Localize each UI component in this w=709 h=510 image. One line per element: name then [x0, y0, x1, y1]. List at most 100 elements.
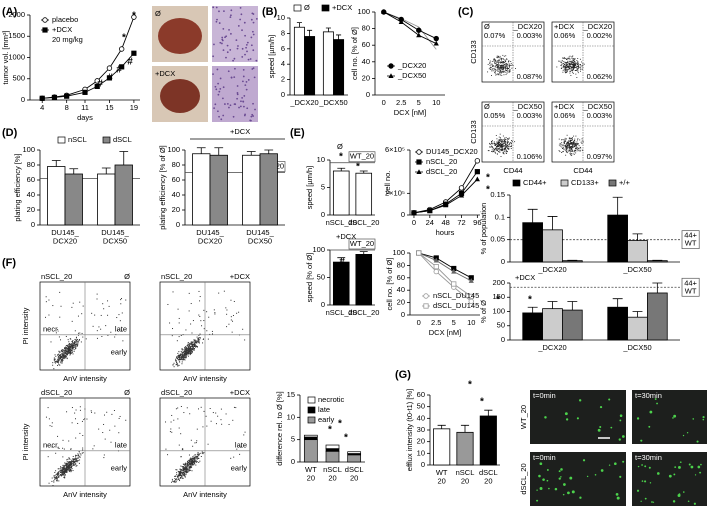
dot [119, 320, 121, 322]
dot [188, 292, 190, 294]
dot [565, 144, 567, 146]
y-axis-label: speed [µm/h] [305, 166, 314, 210]
dot [61, 355, 63, 357]
dot [167, 303, 169, 305]
legend-label: +/+ [619, 178, 630, 187]
dot [192, 445, 194, 447]
dot [71, 346, 73, 348]
dot [566, 69, 568, 71]
dot [103, 454, 105, 456]
dot [194, 458, 196, 460]
dot [191, 332, 193, 334]
legend-swatch [102, 136, 111, 144]
dot [178, 336, 180, 338]
marker [106, 65, 113, 71]
dot [571, 153, 572, 155]
dot [190, 349, 192, 351]
dot [492, 66, 494, 67]
annotation: * [132, 11, 136, 22]
dot [64, 347, 66, 349]
dot [501, 150, 503, 152]
bar [304, 36, 316, 96]
flow-y-label: CD133 [469, 120, 478, 143]
x-tick-label: dSCL_20 [348, 218, 379, 227]
dot [505, 74, 507, 76]
dot [565, 65, 566, 67]
dot [65, 467, 67, 469]
dot [181, 448, 183, 450]
dot [511, 67, 513, 69]
dot [191, 463, 193, 465]
dot [576, 147, 578, 149]
dot [504, 146, 506, 148]
dot [72, 463, 74, 465]
dot [569, 70, 571, 72]
dot [189, 348, 191, 350]
dot [508, 138, 510, 140]
dot [575, 143, 577, 145]
spot [608, 398, 611, 401]
dot [209, 408, 211, 409]
dot [503, 62, 505, 64]
dot [580, 147, 582, 149]
spot [616, 496, 620, 500]
dot [73, 350, 75, 352]
dot [583, 63, 585, 65]
dot [171, 478, 173, 480]
cell [245, 88, 248, 91]
dot [502, 69, 504, 71]
dot [502, 69, 504, 71]
dot [573, 62, 575, 64]
region-label: necr. [43, 441, 59, 450]
dot [71, 347, 73, 349]
dot [202, 342, 204, 344]
dot [573, 144, 575, 146]
dot [565, 154, 567, 156]
dot [559, 145, 561, 147]
dot [507, 69, 509, 71]
dot [183, 351, 185, 353]
dot [226, 326, 228, 328]
y-tick-label: 0.1 [495, 212, 505, 221]
dot [566, 149, 568, 151]
dot [493, 60, 495, 62]
dot [118, 417, 120, 419]
cell [243, 105, 245, 108]
dot [183, 467, 185, 469]
dot [197, 451, 199, 453]
dot [215, 423, 217, 425]
bar [293, 26, 305, 96]
dot [206, 330, 208, 332]
dot [573, 68, 575, 70]
dot [182, 352, 184, 354]
cell [250, 115, 253, 118]
dot [190, 351, 192, 353]
dot [183, 474, 185, 476]
dot [571, 150, 573, 152]
dot [176, 363, 178, 365]
dot [570, 69, 572, 71]
dot [65, 346, 67, 348]
dot [59, 352, 61, 354]
dot [495, 145, 497, 146]
marker [423, 303, 429, 309]
dot [230, 319, 232, 321]
dot [578, 147, 580, 149]
dot [66, 351, 68, 353]
y-tick-label: 0 [421, 460, 425, 469]
dot [190, 353, 192, 355]
dot [570, 74, 572, 76]
dot [191, 344, 193, 346]
series-line [42, 52, 135, 99]
dot [496, 73, 498, 75]
dot [72, 347, 74, 349]
dot [505, 64, 507, 66]
dot [66, 469, 68, 471]
dot [491, 65, 493, 67]
dot [501, 144, 503, 146]
dot [67, 350, 69, 352]
dot [62, 474, 64, 476]
cell [239, 105, 242, 108]
dot [577, 143, 578, 145]
dot [511, 64, 513, 66]
